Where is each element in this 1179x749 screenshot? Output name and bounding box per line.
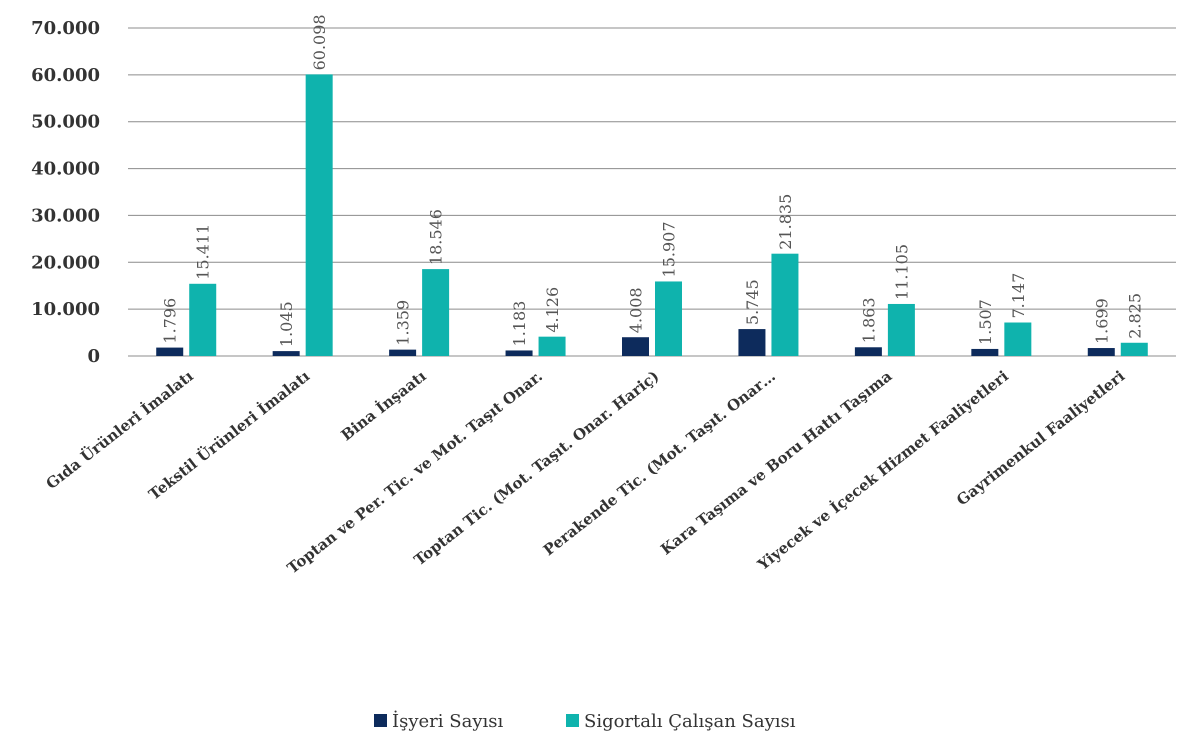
bar [305, 74, 333, 356]
data-label: 4.008 [627, 287, 646, 333]
bar [422, 269, 450, 356]
data-label: 18.546 [427, 209, 446, 265]
data-label: 21.835 [776, 194, 795, 250]
y-tick-label: 60.000 [31, 65, 100, 86]
y-tick-label: 10.000 [31, 299, 100, 320]
bar [389, 349, 417, 356]
data-label: 60.098 [310, 14, 329, 70]
legend-label: Sigortalı Çalışan Sayısı [584, 711, 796, 732]
x-tick-label: Kara Taşıma ve Boru Hattı Taşıma [657, 367, 895, 559]
bar [1087, 348, 1115, 356]
bar [505, 350, 533, 356]
data-label: 1.699 [1092, 298, 1111, 344]
bar [854, 347, 882, 356]
y-tick-label: 70.000 [31, 18, 100, 39]
data-label: 15.411 [194, 224, 213, 280]
bar [971, 348, 999, 356]
data-label: 7.147 [1009, 273, 1028, 319]
bars [156, 74, 1148, 356]
x-tick-label: Bina İnşaatı [337, 366, 430, 444]
bar [272, 351, 300, 356]
y-tick-label: 30.000 [31, 205, 100, 226]
data-label: 1.796 [161, 298, 180, 344]
bar [538, 336, 566, 356]
x-tick-label: Yiyecek ve İçecek Hizmet Faaliyetleri [753, 366, 1012, 574]
data-label: 4.126 [543, 287, 562, 333]
legend-label: İşyeri Sayısı [392, 709, 503, 732]
bar [887, 303, 915, 356]
gridlines [128, 27, 1176, 357]
bar [1004, 322, 1032, 356]
data-label: 1.863 [859, 297, 878, 343]
bar [156, 347, 184, 356]
x-tick-label: Perakende Tic. (Mot. Taşıt. Onar… [540, 367, 779, 559]
x-tick-label: Toptan Tic. (Mot. Taşıt. Onar. Hariç) [411, 367, 663, 569]
legend-swatch [374, 714, 387, 727]
y-tick-label: 50.000 [31, 112, 100, 133]
bar [1120, 342, 1148, 356]
y-tick-label: 0 [87, 346, 100, 367]
x-tick-label: Toptan ve Per. Tic. ve Mot. Taşıt Onar. [284, 367, 546, 577]
data-label: 1.183 [510, 301, 529, 347]
y-tick-label: 40.000 [31, 159, 100, 180]
data-label: 1.359 [394, 300, 413, 346]
legend-swatch [566, 714, 579, 727]
bar [655, 281, 682, 356]
data-label: 2.825 [1125, 293, 1144, 339]
data-label: 15.907 [660, 221, 679, 277]
bar [622, 337, 649, 356]
data-label: 1.045 [277, 301, 296, 347]
legend: İşyeri Sayısı Sigortalı Çalışan Sayısı [374, 709, 796, 732]
data-label: 11.105 [892, 244, 911, 300]
bar [738, 329, 766, 356]
y-axis-tick-labels: 0 10.000 20.000 30.000 40.000 50.000 60.000 70.… [31, 18, 100, 367]
data-label: 1.507 [976, 299, 995, 345]
data-label: 5.745 [743, 279, 762, 325]
bar [189, 283, 217, 356]
bar [771, 253, 799, 356]
data-labels: 1.796 15.411 1.045 60.098 1.359 18.546 1.183 4.… [161, 14, 1145, 347]
y-tick-label: 20.000 [31, 252, 100, 273]
